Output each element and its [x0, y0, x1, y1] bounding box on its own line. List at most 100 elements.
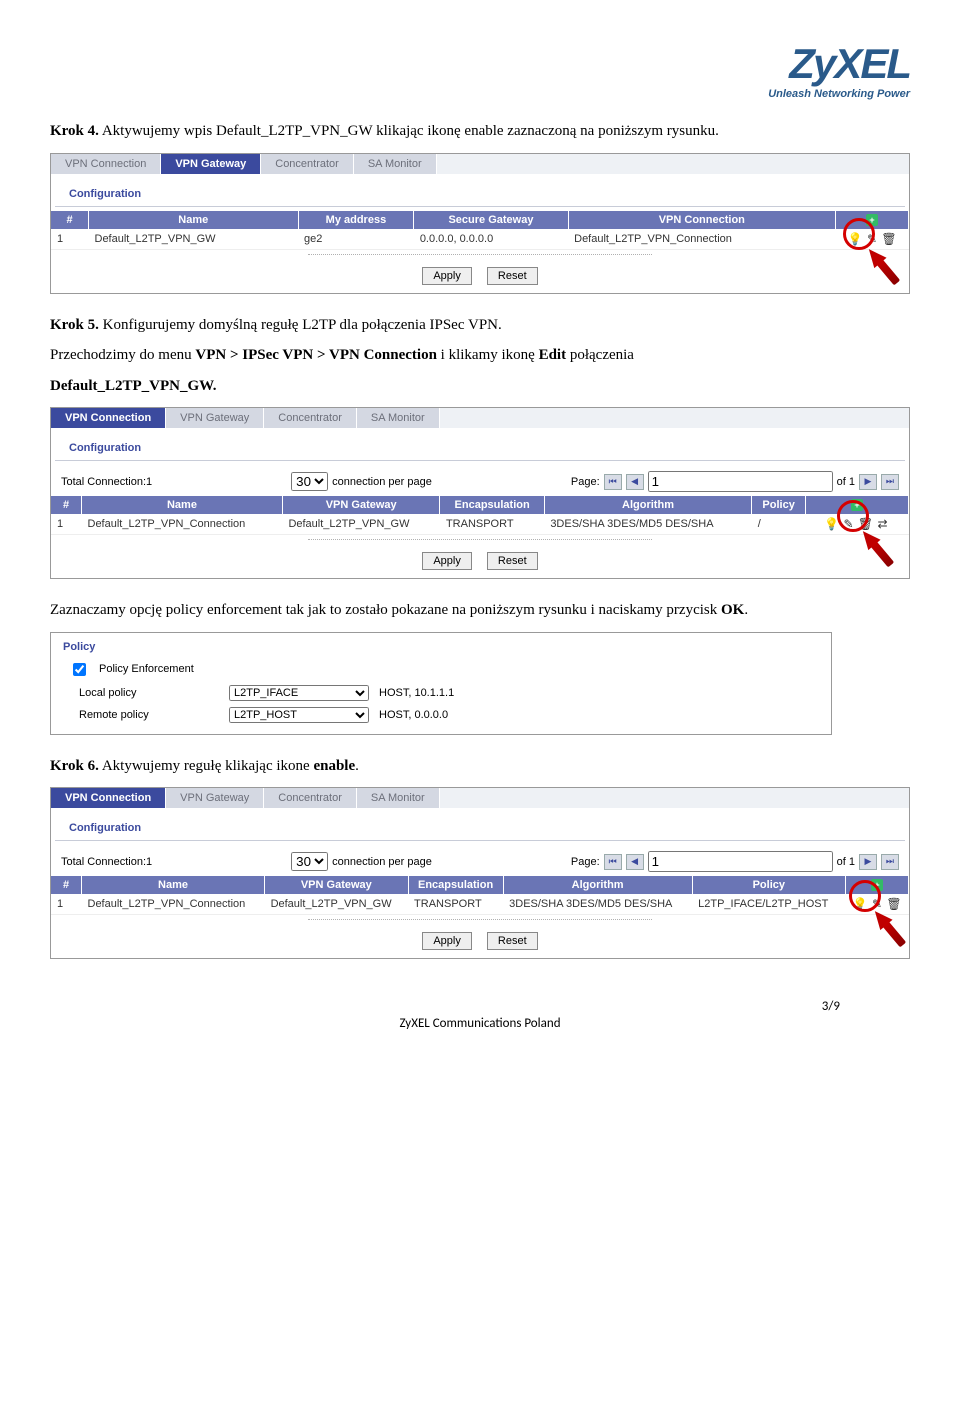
policy-text: Zaznaczamy opcję policy enforcement tak … [50, 599, 910, 622]
page-of: of 1 [837, 476, 855, 488]
col-alg: Algorithm [503, 876, 692, 894]
next-page-icon[interactable]: ▶ [859, 474, 877, 490]
last-page-icon[interactable]: ⏭ [881, 854, 899, 870]
remote-policy-select[interactable]: L2TP_HOST [229, 707, 369, 723]
page-of: of 1 [837, 856, 855, 868]
separator [308, 539, 651, 540]
tab-sa-monitor[interactable]: SA Monitor [357, 408, 440, 428]
col-gw: VPN Gateway [282, 496, 440, 514]
delete-icon[interactable]: 🗑 [887, 897, 901, 911]
table-row: 1 Default_L2TP_VPN_GW ge2 0.0.0.0, 0.0.0… [51, 229, 909, 250]
row-actions: 💡 ✎ 🗑 ⇄ [812, 517, 903, 531]
col-name: Name [89, 211, 299, 229]
table-row: 1 Default_L2TP_VPN_Connection Default_L2… [51, 894, 909, 915]
tab-vpn-gateway[interactable]: VPN Gateway [166, 408, 264, 428]
page-label: Page: [571, 476, 600, 488]
policy-enforcement-checkbox[interactable] [73, 663, 86, 676]
tabs: VPN Connection VPN Gateway Concentrator … [51, 408, 909, 428]
add-icon[interactable]: + [851, 499, 863, 511]
tabs: VPN Connection VPN Gateway Concentrator … [51, 788, 909, 808]
col-enc: Encapsulation [408, 876, 503, 894]
edit-icon[interactable]: ✎ [865, 232, 879, 246]
tab-concentrator[interactable]: Concentrator [264, 788, 357, 808]
step5-line3: Default_L2TP_VPN_GW. [50, 375, 910, 398]
policy-enforcement-label: Policy Enforcement [99, 663, 194, 675]
pagination-row: Total Connection:1 30 connection per pag… [51, 465, 909, 494]
reset-button[interactable]: Reset [487, 932, 538, 950]
section-configuration: Configuration [55, 812, 905, 841]
screenshot-vpn-connection-2: VPN Connection VPN Gateway Concentrator … [50, 787, 910, 959]
add-icon[interactable]: + [871, 879, 883, 891]
step5-text: Krok 5. Konfigurujemy domyślną regułę L2… [50, 314, 910, 337]
tab-vpn-connection[interactable]: VPN Connection [51, 788, 166, 808]
button-row: Apply Reset [51, 924, 909, 958]
local-policy-host: HOST, 10.1.1.1 [379, 687, 454, 699]
delete-icon[interactable]: 🗑 [859, 517, 873, 531]
enable-icon[interactable]: 💡 [848, 232, 862, 246]
reset-button[interactable]: Reset [487, 552, 538, 570]
policy-header: Policy [51, 633, 831, 657]
step5-label: Krok 5. [50, 317, 99, 333]
tab-vpn-gateway[interactable]: VPN Gateway [166, 788, 264, 808]
connection-table: # Name VPN Gateway Encapsulation Algorit… [51, 876, 909, 915]
col-conn: VPN Connection [568, 211, 835, 229]
apply-button[interactable]: Apply [422, 932, 472, 950]
col-name: Name [82, 876, 265, 894]
col-actions: + [836, 211, 909, 229]
edit-icon[interactable]: ✎ [870, 897, 884, 911]
screenshot-vpn-connection: VPN Connection VPN Gateway Concentrator … [50, 407, 910, 579]
enable-icon[interactable]: 💡 [825, 517, 839, 531]
enable-icon[interactable]: 💡 [853, 897, 867, 911]
total-connections: Total Connection:1 [61, 856, 152, 868]
tab-concentrator[interactable]: Concentrator [261, 154, 354, 174]
step6-label: Krok 6. [50, 758, 99, 774]
logo-header: ZyXEL Unleash Networking Power [50, 40, 910, 100]
button-row: Apply Reset [51, 544, 909, 578]
button-row: Apply Reset [51, 259, 909, 293]
local-policy-row: Local policy L2TP_IFACE HOST, 10.1.1.1 [51, 682, 831, 704]
apply-button[interactable]: Apply [422, 552, 472, 570]
next-page-icon[interactable]: ▶ [859, 854, 877, 870]
perpage-label: connection per page [332, 856, 432, 868]
tab-vpn-gateway[interactable]: VPN Gateway [161, 154, 261, 174]
step4-label: Krok 4. [50, 123, 99, 139]
first-page-icon[interactable]: ⏮ [604, 474, 622, 490]
delete-icon[interactable]: 🗑 [882, 232, 896, 246]
tab-concentrator[interactable]: Concentrator [264, 408, 357, 428]
step5-line2: Przechodzimy do menu VPN > IPSec VPN > V… [50, 344, 910, 367]
tab-sa-monitor[interactable]: SA Monitor [357, 788, 440, 808]
col-gw: VPN Gateway [265, 876, 408, 894]
pagination-row: Total Connection:1 30 connection per pag… [51, 845, 909, 874]
gateway-table: # Name My address Secure Gateway VPN Con… [51, 211, 909, 250]
prev-page-icon[interactable]: ◀ [626, 854, 644, 870]
col-actions: + [806, 496, 909, 514]
add-icon[interactable]: + [866, 214, 878, 226]
policy-panel: Policy Policy Enforcement Local policy L… [50, 632, 832, 735]
connect-icon[interactable]: ⇄ [876, 517, 890, 531]
total-connections: Total Connection:1 [61, 476, 152, 488]
tab-vpn-connection[interactable]: VPN Connection [51, 408, 166, 428]
tabs: VPN Connection VPN Gateway Concentrator … [51, 154, 909, 174]
perpage-select[interactable]: 30 [291, 472, 328, 491]
tab-sa-monitor[interactable]: SA Monitor [354, 154, 437, 174]
reset-button[interactable]: Reset [487, 267, 538, 285]
prev-page-icon[interactable]: ◀ [626, 474, 644, 490]
first-page-icon[interactable]: ⏮ [604, 854, 622, 870]
tab-vpn-connection[interactable]: VPN Connection [51, 154, 161, 174]
page-input[interactable] [648, 471, 833, 492]
page-input[interactable] [648, 851, 833, 872]
local-policy-select[interactable]: L2TP_IFACE [229, 685, 369, 701]
row-actions: 💡 ✎ 🗑 [842, 232, 903, 246]
footer-org: ZyXEL Communications Poland [50, 1016, 910, 1031]
section-configuration: Configuration [55, 178, 905, 207]
connection-table: # Name VPN Gateway Encapsulation Algorit… [51, 496, 909, 535]
step6-text: Krok 6. Aktywujemy regułę klikając ikone… [50, 755, 910, 778]
perpage-select[interactable]: 30 [291, 852, 328, 871]
col-pol: Policy [692, 876, 845, 894]
col-name: Name [82, 496, 283, 514]
apply-button[interactable]: Apply [422, 267, 472, 285]
logo-tagline: Unleash Networking Power [768, 88, 910, 100]
last-page-icon[interactable]: ⏭ [881, 474, 899, 490]
col-num: # [51, 211, 89, 229]
edit-icon[interactable]: ✎ [842, 517, 856, 531]
